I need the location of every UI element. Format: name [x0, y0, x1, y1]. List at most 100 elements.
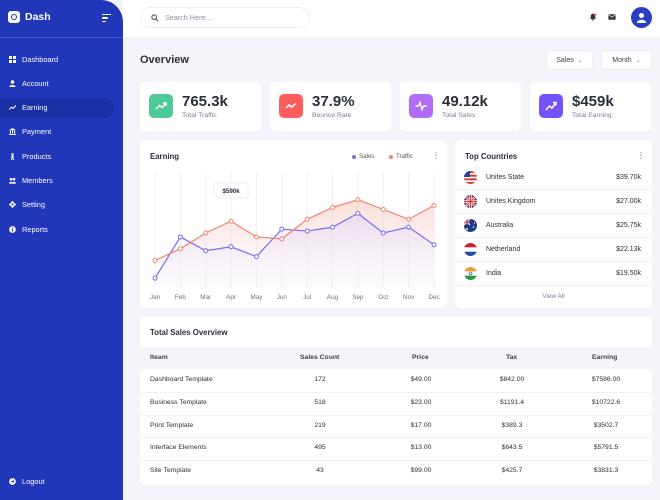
- data-point-sales[interactable]: [279, 226, 285, 232]
- table-cell: $23.00: [410, 398, 432, 406]
- table-cell: $643.5: [501, 444, 523, 452]
- data-point-sales[interactable]: [203, 248, 209, 254]
- table-row-divider: [140, 414, 652, 416]
- data-point-traffic[interactable]: [355, 197, 361, 203]
- data-point-traffic[interactable]: [380, 206, 386, 212]
- data-point-sales[interactable]: [355, 210, 361, 216]
- data-point-sales[interactable]: [406, 224, 412, 230]
- avatar-icon: [636, 12, 647, 23]
- sidebar-item-earning[interactable]: Earning: [0, 97, 114, 118]
- group-icon: [9, 177, 16, 184]
- table-cell: $7586.00: [591, 376, 621, 383]
- country-row[interactable]: Netherland $22.13k: [455, 238, 652, 262]
- sidebar-item-label: Earning: [22, 103, 48, 113]
- stat-value: 49.12k: [442, 93, 488, 110]
- data-point-sales[interactable]: [177, 234, 183, 240]
- stat-card-sales[interactable]: 49.12k Total Sales: [400, 82, 521, 131]
- country-value: $27.00k: [616, 198, 641, 205]
- data-point-sales[interactable]: [253, 254, 259, 260]
- sidebar-item-reports[interactable]: Reports: [0, 219, 123, 239]
- table-cell: Print Template: [150, 421, 194, 429]
- earning-chart-title: Earning: [150, 152, 180, 161]
- view-all-link[interactable]: View All: [542, 293, 565, 300]
- data-point-traffic[interactable]: [304, 216, 310, 222]
- brand-logo-icon: [8, 11, 20, 23]
- tooltip-label: $590k: [222, 188, 240, 195]
- data-point-sales[interactable]: [152, 275, 158, 281]
- data-point-traffic[interactable]: [406, 216, 412, 222]
- data-point-traffic[interactable]: [431, 203, 437, 209]
- data-point-traffic[interactable]: [253, 234, 259, 240]
- mail-icon[interactable]: [608, 13, 616, 21]
- country-row[interactable]: Unites State $39.70k: [455, 166, 652, 190]
- month-filter-dropdown[interactable]: Month ⌄: [601, 50, 652, 70]
- sidebar-item-products[interactable]: Products: [0, 146, 123, 166]
- info-icon: [9, 225, 16, 233]
- data-point-traffic[interactable]: [203, 230, 209, 236]
- stat-card-traffic[interactable]: 765.3k Total Traffic: [140, 82, 261, 131]
- pulse-icon: [409, 94, 433, 118]
- sidebar-item-account[interactable]: Account: [0, 73, 123, 93]
- legend-traffic[interactable]: Traffic: [389, 153, 413, 160]
- sidebar-item-payment[interactable]: Payment: [0, 122, 123, 142]
- country-row[interactable]: India $19.50k: [455, 262, 652, 286]
- search-box[interactable]: [140, 7, 310, 28]
- country-value: $22.13k: [616, 246, 641, 253]
- country-row[interactable]: Unites Kingdom $27.00k: [455, 190, 652, 214]
- data-point-sales[interactable]: [330, 224, 336, 230]
- chart-up-icon: [539, 94, 563, 118]
- sidebar-item-dashboard[interactable]: Dashboard: [0, 49, 123, 69]
- menu-toggle-icon[interactable]: [102, 14, 111, 24]
- trend-icon: [9, 104, 16, 111]
- data-point-traffic[interactable]: [330, 204, 336, 210]
- countries-more-icon[interactable]: ⋮: [637, 151, 645, 160]
- country-row[interactable]: Australia $25.75k: [455, 214, 652, 238]
- country-value: $39.70k: [616, 174, 641, 181]
- data-point-sales[interactable]: [431, 242, 437, 248]
- page-title: Overview: [140, 54, 189, 66]
- avatar[interactable]: [631, 7, 652, 28]
- logout-icon: [9, 478, 16, 485]
- sidebar-item-setting[interactable]: Setting: [0, 195, 123, 215]
- country-value: $19.50k: [616, 270, 641, 277]
- stat-card-bounce[interactable]: 37.9% Bounce Rate: [270, 82, 391, 131]
- logout-button[interactable]: Logout: [9, 477, 45, 486]
- data-point-traffic[interactable]: [177, 246, 183, 252]
- chart-more-icon[interactable]: ⋮: [432, 151, 440, 160]
- table-cell: $3502.7: [593, 421, 619, 429]
- country-name: India: [486, 270, 502, 277]
- country-name: Netherland: [486, 246, 521, 253]
- country-name: Unites Kingdom: [486, 198, 536, 205]
- stat-label: Bounce Rate: [312, 112, 352, 119]
- table-cell: 219: [314, 421, 326, 429]
- table-header-sales-count: Sales Count: [300, 354, 340, 361]
- top-countries-card: [455, 140, 652, 308]
- search-input[interactable]: [165, 13, 295, 22]
- table-header-item: Iteam: [150, 354, 168, 361]
- series-line-sales: [154, 212, 435, 279]
- stat-label: Total Earning: [572, 112, 612, 119]
- data-point-sales[interactable]: [380, 230, 386, 236]
- data-point-sales[interactable]: [228, 244, 234, 250]
- x-tick-label: May: [251, 294, 264, 301]
- trend-up-icon: [149, 94, 173, 118]
- legend-dot: [352, 154, 356, 159]
- sales-filter-dropdown[interactable]: Sales ⌄: [546, 50, 593, 70]
- table-cell: $3831.3: [593, 467, 619, 475]
- stat-value: 37.9%: [312, 93, 355, 110]
- data-point-traffic[interactable]: [228, 218, 234, 224]
- brand[interactable]: Dash: [8, 11, 51, 23]
- legend-sales[interactable]: Sales: [352, 153, 374, 160]
- sidebar-item-members[interactable]: Members: [0, 170, 123, 190]
- data-point-sales[interactable]: [304, 228, 310, 234]
- table-cell: $425.7: [501, 467, 523, 475]
- grid-icon: [9, 55, 16, 63]
- bell-icon[interactable]: [589, 13, 597, 21]
- x-tick-label: Sep: [352, 294, 364, 301]
- data-point-traffic[interactable]: [279, 236, 285, 242]
- us-flag-icon: [464, 171, 477, 184]
- series-line-traffic: [154, 199, 435, 262]
- stat-card-earning[interactable]: $459k Total Earning: [530, 82, 651, 131]
- legend-label: Sales: [359, 153, 375, 160]
- data-point-traffic[interactable]: [152, 258, 158, 264]
